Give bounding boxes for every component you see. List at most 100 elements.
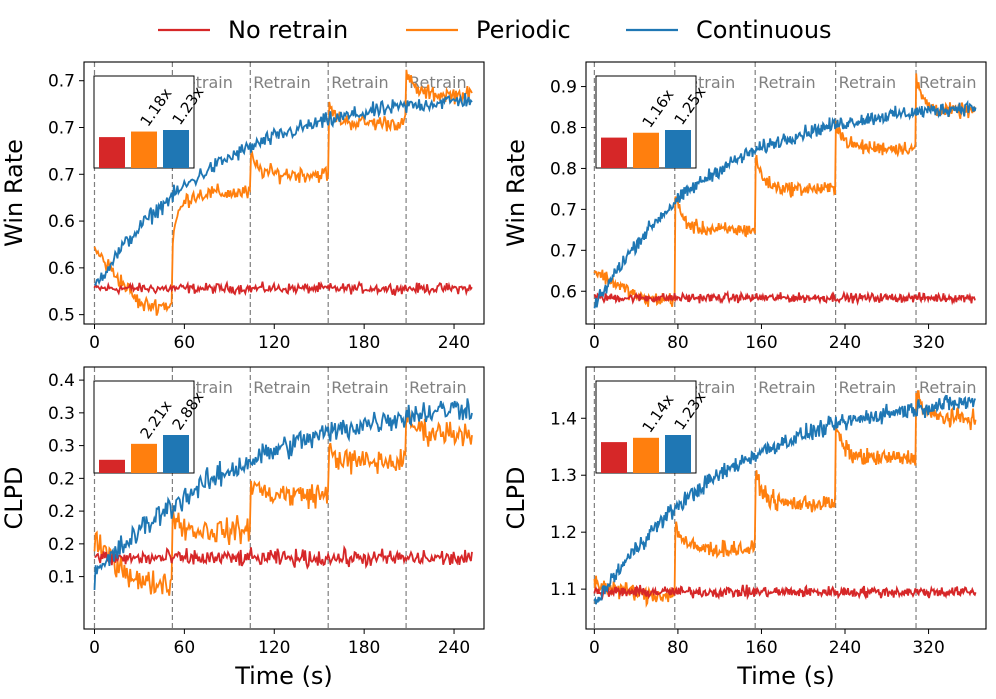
y-tick-label: 0.7 [550, 200, 577, 220]
x-tick-label: 160 [745, 638, 777, 658]
inset-bar-periodic [131, 131, 157, 168]
x-tick-label: 180 [348, 333, 380, 353]
axes-frame [585, 366, 987, 630]
series-group [593, 73, 977, 309]
y-tick-label: 0.3 [48, 404, 75, 424]
x-tick-label: 180 [348, 638, 380, 658]
inset-bar-continuous [163, 435, 189, 473]
y-tick-label: 0.6 [48, 259, 75, 279]
y-tick-label: 0.7 [550, 241, 577, 261]
retrain-label: Retrain [253, 73, 310, 92]
x-tick-label: 60 [174, 638, 196, 658]
retrain-label: Retrain [758, 378, 815, 397]
series-line-no-retrain [593, 584, 977, 601]
retrain-label: Retrain [919, 73, 976, 92]
y-tick-label: 0.7 [48, 72, 75, 92]
series-line-continuous [93, 93, 473, 287]
series-line-periodic [93, 69, 473, 316]
inset-bar-continuous [665, 130, 691, 168]
x-tick-label: 240 [438, 333, 470, 353]
panel-bottom-left: RetrainRetrainRetrainRetrainRetrain06012… [0, 366, 485, 690]
x-tick-label: 0 [89, 638, 100, 658]
y-tick-label: 0.6 [550, 282, 577, 302]
y-tick-label: 0.3 [48, 437, 75, 457]
series-line-continuous [593, 99, 977, 309]
panel-top-right: RetrainRetrainRetrainRetrainRetrain08016… [502, 61, 987, 353]
panel-top-left: RetrainRetrainRetrainRetrainRetrain06012… [0, 61, 485, 353]
x-tick-label: 320 [912, 638, 944, 658]
x-tick-label: 120 [258, 333, 290, 353]
x-tick-label: 80 [667, 638, 689, 658]
x-tick-label: 120 [258, 638, 290, 658]
y-tick-label: 1.2 [550, 523, 577, 543]
legend-label-no-retrain: No retrain [228, 16, 348, 44]
y-tick-label: 0.1 [48, 568, 75, 588]
legend-label-periodic: Periodic [476, 16, 571, 44]
x-tick-label: 0 [589, 333, 600, 353]
inset-bar-continuous [665, 435, 691, 473]
retrain-label: Retrain [331, 378, 388, 397]
y-tick-label: 0.5 [48, 306, 75, 326]
y-tick-label: 0.8 [550, 159, 577, 179]
series-line-no-retrain [93, 280, 473, 297]
y-axis-label: CLPD [502, 466, 530, 529]
series-line-continuous [593, 394, 976, 605]
x-axis-label: Time (s) [234, 662, 333, 690]
x-tick-label: 0 [589, 638, 600, 658]
x-tick-label: 240 [829, 638, 861, 658]
y-tick-label: 0.2 [48, 469, 75, 489]
series-group [593, 390, 977, 608]
inset-bar-no-retrain [601, 137, 627, 168]
x-tick-label: 320 [912, 333, 944, 353]
y-tick-label: 0.7 [48, 119, 75, 139]
y-tick-label: 1.1 [550, 580, 577, 600]
x-tick-label: 240 [829, 333, 861, 353]
x-tick-label: 80 [667, 333, 689, 353]
inset-bar-continuous [163, 130, 189, 168]
axes-frame [83, 366, 485, 630]
y-tick-label: 0.9 [550, 78, 577, 98]
retrain-label: Retrain [758, 73, 815, 92]
y-axis-label: Win Rate [0, 139, 28, 247]
series-line-no-retrain [593, 289, 976, 306]
legend: No retrain Periodic Continuous [158, 16, 832, 44]
y-tick-label: 0.2 [48, 535, 75, 555]
inset-bar-periodic [633, 437, 659, 473]
x-tick-label: 160 [745, 333, 777, 353]
inset-bar-periodic [131, 443, 157, 473]
y-tick-label: 0.2 [48, 502, 75, 522]
y-tick-label: 0.7 [48, 165, 75, 185]
y-axis-label: Win Rate [502, 139, 530, 247]
retrain-label: Retrain [331, 73, 388, 92]
y-tick-label: 1.3 [550, 466, 577, 486]
x-tick-label: 60 [174, 333, 196, 353]
x-axis-label: Time (s) [736, 662, 835, 690]
legend-label-continuous: Continuous [696, 16, 832, 44]
retrain-label: Retrain [839, 378, 896, 397]
y-tick-label: 0.8 [550, 119, 577, 139]
retrain-label: Retrain [839, 73, 896, 92]
inset-bar-no-retrain [99, 459, 125, 473]
x-tick-label: 0 [89, 333, 100, 353]
series-group [93, 69, 473, 316]
axes-frame [83, 61, 485, 325]
y-tick-label: 0.6 [48, 212, 75, 232]
panel-bottom-right: RetrainRetrainRetrainRetrainRetrain08016… [502, 366, 987, 690]
y-axis-label: CLPD [0, 466, 28, 529]
axes-frame [585, 61, 987, 325]
series-line-continuous [93, 398, 473, 591]
retrain-label: Retrain [409, 73, 466, 92]
series-line-periodic [593, 73, 977, 308]
series-group [93, 398, 473, 596]
retrain-label: Retrain [919, 378, 976, 397]
y-tick-label: 1.4 [550, 409, 577, 429]
y-tick-label: 0.4 [48, 371, 75, 391]
x-tick-label: 240 [438, 638, 470, 658]
retrain-label: Retrain [409, 378, 466, 397]
inset-bar-periodic [633, 132, 659, 168]
inset-bar-no-retrain [601, 442, 627, 473]
retrain-label: Retrain [253, 378, 310, 397]
inset-bar-no-retrain [99, 137, 125, 168]
series-line-no-retrain [94, 544, 473, 570]
